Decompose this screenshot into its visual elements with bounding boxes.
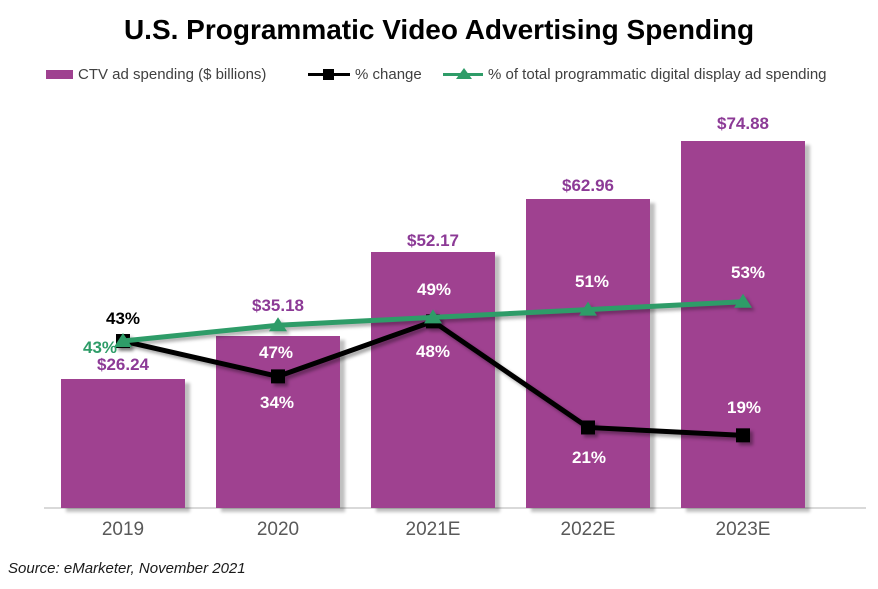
pct-change-label-2022E: 21%: [571, 448, 607, 467]
pct-total-label-2021E: 49%: [416, 280, 452, 299]
pct-total-line-marker-2020: [269, 317, 287, 332]
legend: CTV ad spending ($ billions) % change % …: [0, 62, 878, 86]
x-tick-2021E: 2021E: [405, 519, 461, 540]
bar-value-label-2021E: $52.17: [407, 231, 459, 250]
legend-item-pct-change: % change: [308, 62, 422, 86]
bar-value-label-2020: $35.18: [252, 296, 304, 315]
x-tick-2020: 2020: [256, 519, 300, 540]
legend-label-pct-total: % of total programmatic digital display …: [488, 65, 827, 83]
pct-change-label-2021E: 48%: [415, 342, 451, 361]
pct-change-label-2019: 43%: [105, 309, 141, 328]
source-note: Source: eMarketer, November 2021: [8, 560, 246, 577]
bar-value-label-2019: $26.24: [97, 355, 149, 374]
x-tick-2023E: 2023E: [715, 519, 771, 540]
category-axis-line: [44, 507, 866, 509]
bar-swatch-icon: [46, 69, 73, 79]
line-square-icon: [308, 66, 350, 82]
bar-value-label-2023E: $74.88: [717, 114, 769, 133]
pct-total-label-2023E: 53%: [730, 263, 766, 282]
line-triangle-icon: [443, 66, 483, 82]
legend-label-ctv-spending: CTV ad spending ($ billions): [78, 65, 267, 83]
pct-total-label-2022E: 51%: [574, 272, 610, 291]
bar-value-label-2022E: $62.96: [562, 176, 614, 195]
x-tick-2022E: 2022E: [560, 519, 616, 540]
bar-2019: [61, 379, 185, 508]
pct-change-label-2020: 34%: [259, 393, 295, 412]
legend-label-pct-change: % change: [355, 65, 422, 83]
pct-change-label-2023E: 19%: [726, 398, 762, 417]
pct-total-label-2020: 47%: [258, 343, 294, 362]
legend-item-ctv-spending: CTV ad spending ($ billions): [46, 62, 266, 86]
pct-total-label-2019: 43%: [82, 338, 118, 357]
chart-title: U.S. Programmatic Video Advertising Spen…: [123, 14, 755, 45]
x-tick-2019: 2019: [101, 519, 145, 540]
legend-item-pct-total: % of total programmatic digital display …: [443, 62, 827, 86]
bar-2023E: [681, 141, 805, 508]
